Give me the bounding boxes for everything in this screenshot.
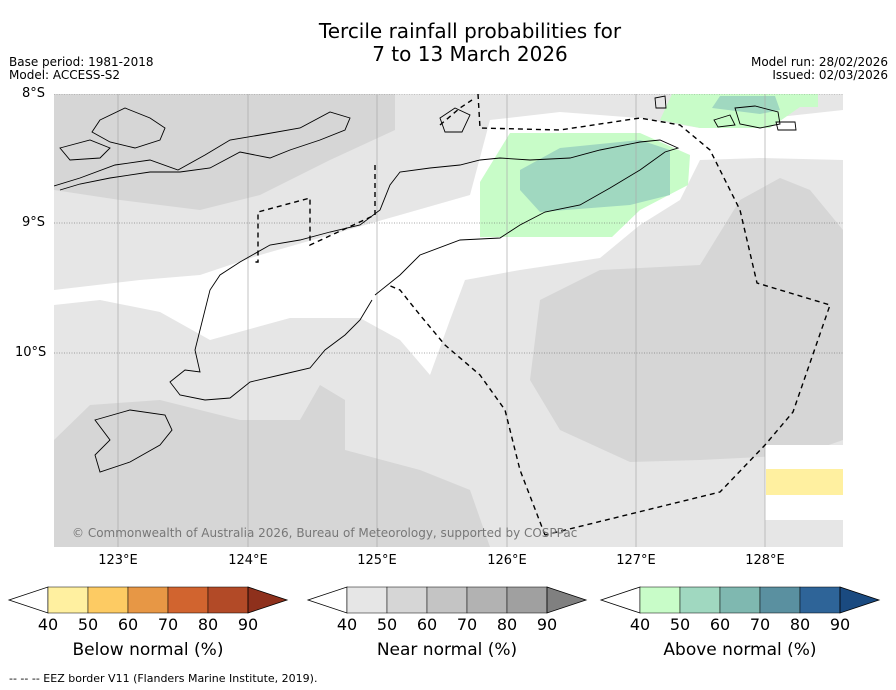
colorbar-label-above: Above normal (%) xyxy=(663,640,817,660)
coastlines xyxy=(54,95,797,473)
colorbar-below-normal xyxy=(7,586,289,614)
colorbar-below-tick-60: 60 xyxy=(117,615,139,634)
lat-label-8s: 8°S xyxy=(22,86,46,101)
colorbar-near-under-triangle xyxy=(306,586,348,614)
colorbar-above-tick-60: 60 xyxy=(709,615,731,634)
colorbar-below-tick-50: 50 xyxy=(77,615,99,634)
timor-coast xyxy=(54,111,351,191)
colorbar-above-segment-1 xyxy=(679,586,721,614)
title-line-1: Tercile rainfall probabilities for xyxy=(318,19,622,43)
colorbar-below-tick-40: 40 xyxy=(37,615,59,634)
colorbar-above-over-triangle xyxy=(839,586,881,614)
colorbar-above-segment-4 xyxy=(799,586,841,614)
above-normal-50-north xyxy=(712,96,780,114)
lat-label-9s: 9°S xyxy=(22,215,46,230)
colorbar-below-segment-0 xyxy=(47,586,89,614)
colorbars-svg xyxy=(7,586,881,614)
colorbar-above-segment-3 xyxy=(759,586,801,614)
model-name: Model: ACCESS-S2 xyxy=(9,68,121,82)
meta-right: Model run: 28/02/2026 Issued: 02/03/2026 xyxy=(751,56,888,82)
colorbar-near-tick-80: 80 xyxy=(496,615,518,634)
base-period: Base period: 1981-2018 xyxy=(9,55,154,69)
colorbar-below-tick-70: 70 xyxy=(157,615,179,634)
colorbar-near-tick-60: 60 xyxy=(416,615,438,634)
lon-label-123e: 123°E xyxy=(98,553,138,568)
chart-title: Tercile rainfall probabilities for 7 to … xyxy=(0,20,896,66)
colorbar-below-under-triangle xyxy=(7,586,49,614)
colorbar-near-tick-40: 40 xyxy=(336,615,358,634)
graticule xyxy=(54,94,843,354)
lon-label-127e: 127°E xyxy=(616,553,656,568)
lon-label-125e: 125°E xyxy=(357,553,397,568)
colorbar-below-tick-90: 90 xyxy=(237,615,259,634)
colorbar-below-segment-2 xyxy=(127,586,169,614)
islet-4 xyxy=(775,121,797,131)
copyright-text: © Commonwealth of Australia 2026, Bureau… xyxy=(72,526,578,540)
colorbar-above-segment-0 xyxy=(639,586,681,614)
eez-west xyxy=(252,165,376,263)
colorbar-below-segment-1 xyxy=(87,586,129,614)
meridians xyxy=(117,94,766,547)
eez-border xyxy=(252,94,831,536)
colorbar-near-tick-50: 50 xyxy=(376,615,398,634)
islet-3 xyxy=(734,105,781,129)
timor-main-coast xyxy=(169,139,680,401)
map-area xyxy=(54,94,843,547)
colorbar-near-segment-0 xyxy=(346,586,388,614)
colorbar-above-under-triangle xyxy=(599,586,641,614)
island-north-1 xyxy=(91,107,166,149)
colorbar-below-tick-80: 80 xyxy=(197,615,219,634)
islet-1 xyxy=(654,95,667,109)
colorbar-near-segment-4 xyxy=(506,586,548,614)
colorbar-below-segment-4 xyxy=(207,586,249,614)
colorbar-below-segment-3 xyxy=(167,586,209,614)
colorbar-near-segment-3 xyxy=(466,586,508,614)
colorbar-near-over-triangle xyxy=(546,586,588,614)
colorbar-near-segment-2 xyxy=(426,586,468,614)
colorbar-below-over-triangle xyxy=(247,586,289,614)
lon-label-128e: 128°E xyxy=(745,553,785,568)
lat-label-10s: 10°S xyxy=(15,345,47,360)
colorbar-above-tick-90: 90 xyxy=(829,615,851,634)
colorbar-above-tick-70: 70 xyxy=(749,615,771,634)
colorbar-above-tick-80: 80 xyxy=(789,615,811,634)
issued-date: Issued: 02/03/2026 xyxy=(772,68,888,82)
colorbar-label-near: Near normal (%) xyxy=(376,640,518,660)
meta-left: Base period: 1981-2018 Model: ACCESS-S2 xyxy=(9,56,154,82)
eez-east xyxy=(477,94,831,536)
near-normal-50-southwest xyxy=(54,385,490,547)
lon-label-124e: 124°E xyxy=(228,553,268,568)
model-run: Model run: 28/02/2026 xyxy=(750,55,888,69)
colorbar-label-below: Below normal (%) xyxy=(72,640,224,660)
colorbar-above-normal xyxy=(599,586,881,614)
title-line-2: 7 to 13 March 2026 xyxy=(372,42,568,66)
islet-2 xyxy=(713,114,736,128)
colorbar-above-segment-2 xyxy=(719,586,761,614)
below-normal-40-patch xyxy=(766,469,843,495)
lon-label-126e: 126°E xyxy=(487,553,527,568)
colorbar-near-tick-90: 90 xyxy=(536,615,558,634)
above-normal-50-main xyxy=(520,140,670,212)
colorbar-near-tick-70: 70 xyxy=(456,615,478,634)
rote-island xyxy=(94,409,173,473)
colorbar-near-normal xyxy=(306,586,588,614)
island-north-2 xyxy=(59,139,111,161)
eez-footnote: -- -- -- EEZ border V11 (Flanders Marine… xyxy=(9,672,318,685)
colorbar-above-tick-40: 40 xyxy=(629,615,651,634)
colorbar-above-tick-50: 50 xyxy=(669,615,691,634)
island-atauro xyxy=(439,107,471,133)
colorbar-near-segment-1 xyxy=(386,586,428,614)
